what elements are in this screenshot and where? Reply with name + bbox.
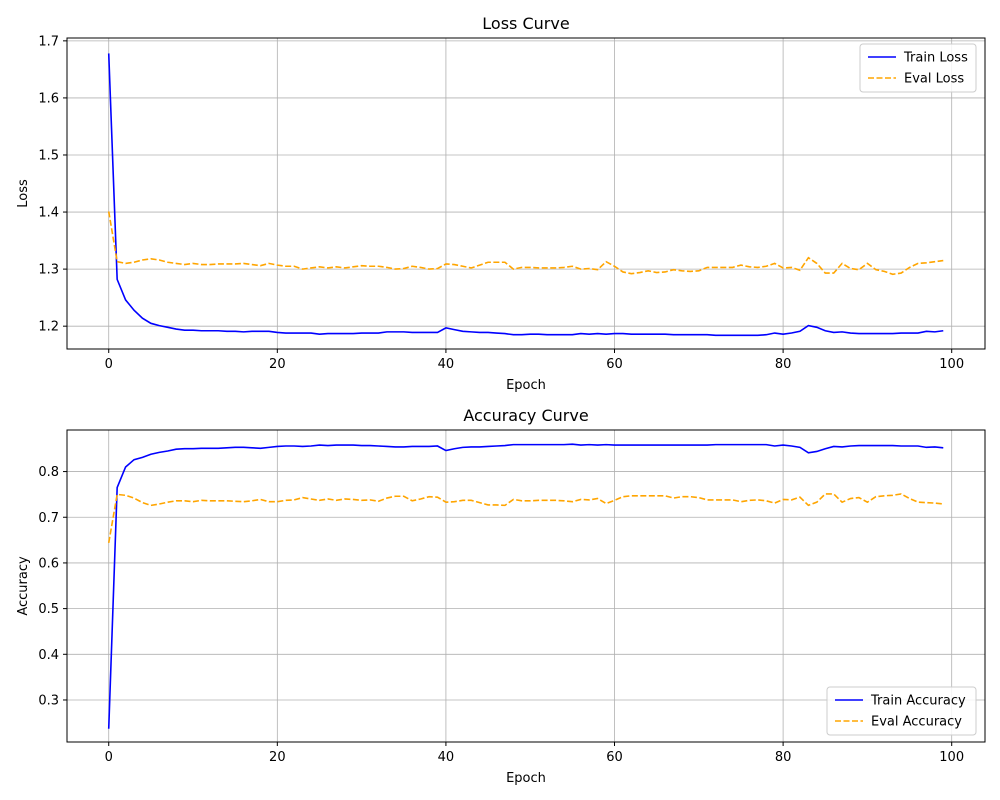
accuracy-series-line-2 [107, 493, 944, 543]
loss-x-tick-label: 0 [105, 357, 113, 372]
loss-x-axis-label: Epoch [506, 378, 546, 393]
loss-x-tick-label: 100 [939, 357, 964, 372]
accuracy-x-tick-label: 40 [438, 750, 455, 765]
accuracy-y-tick-label: 0.7 [38, 511, 59, 526]
loss-y-tick-label: 1.4 [38, 206, 59, 221]
accuracy-y-tick-label: 0.8 [38, 465, 59, 480]
loss-y-tick-label: 1.6 [38, 91, 59, 106]
accuracy-x-tick-label: 80 [775, 750, 792, 765]
loss-chart: 0 20 40 60 80 100 1.2 1.3 1.4 1.5 1.6 1.7 Loss Curve… [16, 14, 986, 393]
accuracy-x-tick-label: 0 [105, 750, 113, 765]
loss-plot-frame [66, 37, 986, 350]
loss-y-tick-label: 1.5 [38, 148, 59, 163]
loss-x-tick-label: 80 [775, 357, 792, 372]
loss-chart-title: Loss Curve [482, 14, 569, 33]
loss-series-line-1 [107, 53, 944, 337]
accuracy-y-tick-label: 0.5 [38, 602, 59, 617]
loss-y-tick-label: 1.2 [38, 320, 59, 335]
loss-y-axis-label: Loss [16, 179, 31, 208]
loss-y-tick-label: 1.3 [38, 263, 59, 278]
accuracy-y-tick-label: 0.3 [38, 693, 59, 708]
accuracy-legend-label: Train Accuracy [870, 694, 966, 709]
loss-legend-label: Train Loss [903, 51, 968, 66]
accuracy-x-tick-label: 100 [939, 750, 964, 765]
accuracy-series-line-1 [107, 443, 944, 729]
accuracy-legend-label: Eval Accuracy [871, 715, 962, 730]
loss-legend: Train Loss Eval Loss [859, 43, 977, 93]
loss-series-line-2 [107, 211, 944, 276]
accuracy-x-axis-label: Epoch [506, 771, 546, 786]
accuracy-y-tick-label: 0.4 [38, 648, 59, 663]
accuracy-x-tick-label: 60 [606, 750, 623, 765]
loss-x-tick-label: 20 [269, 357, 286, 372]
accuracy-chart-title: Accuracy Curve [463, 406, 588, 425]
accuracy-plot-frame [66, 429, 986, 743]
loss-x-tick-label: 60 [606, 357, 623, 372]
loss-legend-label: Eval Loss [904, 72, 964, 87]
loss-x-tick-label: 40 [438, 357, 455, 372]
accuracy-chart: 0 20 40 60 80 100 0.3 0.4 0.5 0.6 0.7 0.8 Accuracy C… [16, 406, 986, 786]
loss-legend-box [859, 43, 977, 93]
accuracy-x-tick-label: 20 [269, 750, 286, 765]
accuracy-y-tick-label: 0.6 [38, 556, 59, 571]
accuracy-legend: Train Accuracy Eval Accuracy [826, 686, 977, 736]
accuracy-y-axis-label: Accuracy [16, 556, 31, 616]
accuracy-legend-box [826, 686, 977, 736]
loss-y-tick-label: 1.7 [38, 34, 59, 49]
